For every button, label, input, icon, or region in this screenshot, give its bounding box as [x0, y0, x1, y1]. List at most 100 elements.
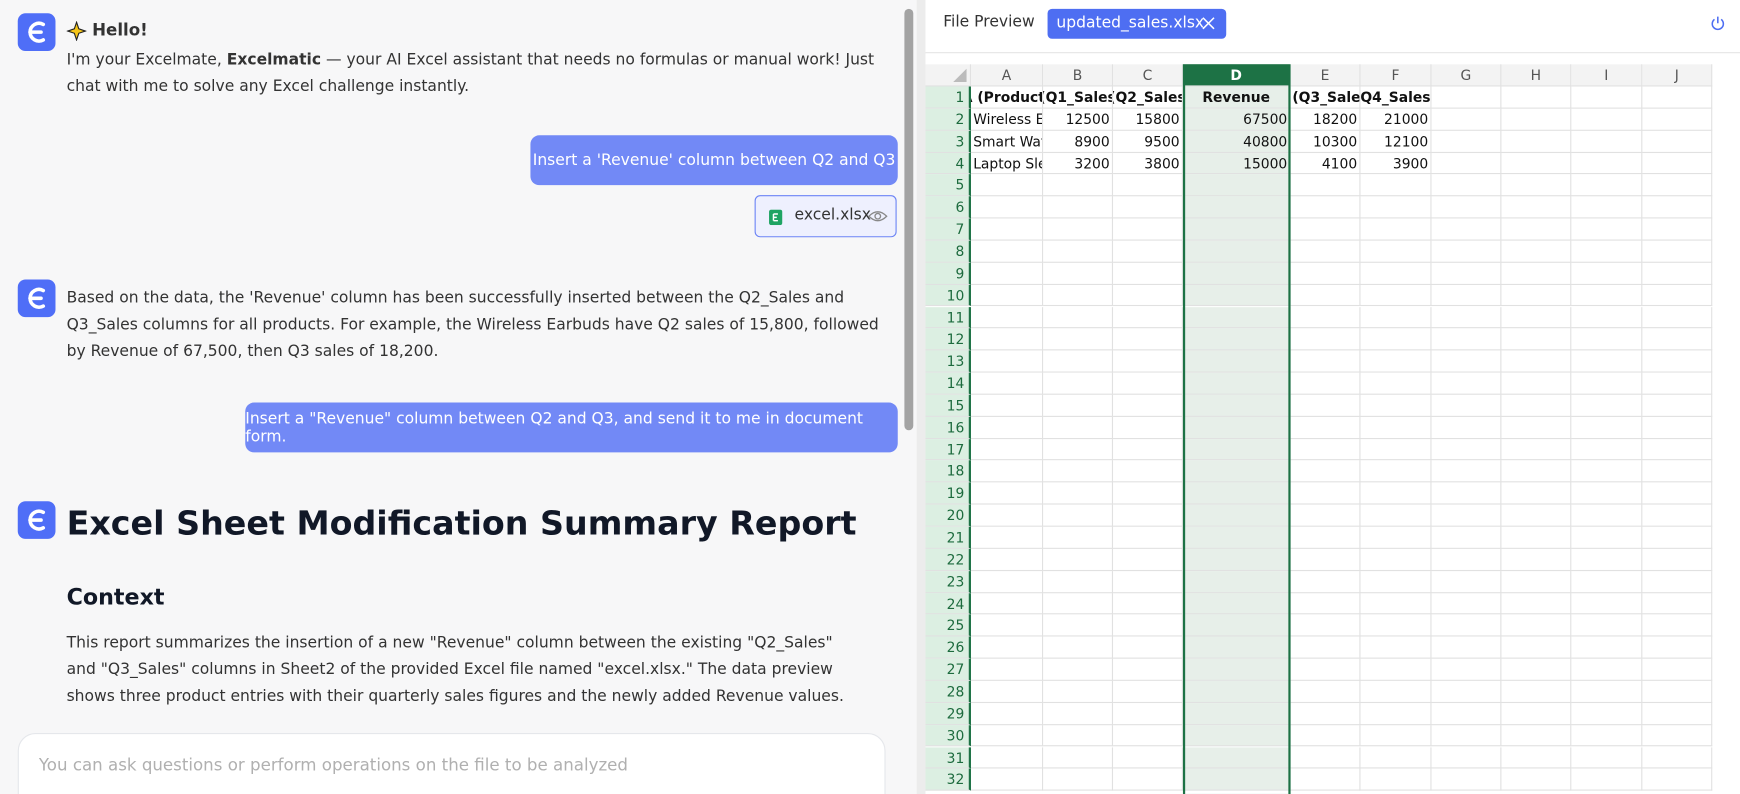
cell[interactable]: [971, 593, 1043, 615]
cell[interactable]: [1571, 395, 1642, 417]
cell[interactable]: [1432, 681, 1502, 703]
row-header[interactable]: 11: [925, 307, 970, 329]
cell[interactable]: [1183, 439, 1291, 461]
cell[interactable]: [1291, 527, 1361, 549]
cell[interactable]: [1360, 285, 1431, 307]
cell[interactable]: [1360, 329, 1431, 351]
cell[interactable]: [1291, 175, 1361, 197]
row-header[interactable]: 27: [925, 659, 970, 681]
cell[interactable]: [971, 527, 1043, 549]
column-header[interactable]: E: [1291, 64, 1361, 86]
column-header[interactable]: J: [1642, 64, 1712, 86]
cell[interactable]: [1113, 197, 1183, 219]
cell[interactable]: [1043, 681, 1113, 703]
cell[interactable]: [1642, 439, 1712, 461]
cell[interactable]: [1043, 615, 1113, 637]
cell[interactable]: [1113, 527, 1183, 549]
cell[interactable]: (Q2_Sales: [1113, 86, 1183, 108]
cell[interactable]: [1043, 175, 1113, 197]
cell[interactable]: [1043, 351, 1113, 373]
cell[interactable]: [1571, 373, 1642, 395]
cell[interactable]: [971, 681, 1043, 703]
cell[interactable]: Smart Wat: [971, 131, 1043, 153]
column-header[interactable]: G: [1432, 64, 1502, 86]
cell[interactable]: [1043, 219, 1113, 241]
cell[interactable]: [1432, 769, 1502, 791]
cell[interactable]: [1360, 175, 1431, 197]
cell[interactable]: [1571, 571, 1642, 593]
cell[interactable]: [1571, 549, 1642, 571]
close-icon[interactable]: [1202, 17, 1215, 30]
cell[interactable]: [1043, 439, 1113, 461]
cell[interactable]: [971, 329, 1043, 351]
cell[interactable]: [1291, 263, 1361, 285]
cell[interactable]: [1432, 549, 1502, 571]
cell[interactable]: [1642, 86, 1712, 108]
cell[interactable]: [1642, 483, 1712, 505]
row-header[interactable]: 17: [925, 439, 970, 461]
row-header[interactable]: 9: [925, 263, 970, 285]
cell[interactable]: [971, 285, 1043, 307]
cell[interactable]: [1432, 329, 1502, 351]
cell[interactable]: [1571, 175, 1642, 197]
cell[interactable]: [1642, 263, 1712, 285]
row-header[interactable]: 28: [925, 681, 970, 703]
cell[interactable]: [1360, 395, 1431, 417]
corner-cell[interactable]: [925, 64, 970, 86]
cell[interactable]: 3200: [1043, 153, 1113, 175]
cell[interactable]: [1360, 659, 1431, 681]
cell[interactable]: [971, 241, 1043, 263]
cell[interactable]: 18200: [1291, 108, 1361, 130]
cell[interactable]: [1183, 285, 1291, 307]
cell[interactable]: [1571, 263, 1642, 285]
cell[interactable]: [1571, 439, 1642, 461]
cell[interactable]: [1642, 637, 1712, 659]
cell[interactable]: [1432, 197, 1502, 219]
cell[interactable]: [971, 351, 1043, 373]
cell[interactable]: [1501, 439, 1571, 461]
cell[interactable]: [1043, 637, 1113, 659]
cell[interactable]: [971, 307, 1043, 329]
cell[interactable]: [1291, 615, 1361, 637]
cell[interactable]: [1113, 285, 1183, 307]
cell[interactable]: [1360, 571, 1431, 593]
cell[interactable]: [971, 615, 1043, 637]
row-header[interactable]: 21: [925, 527, 970, 549]
cell[interactable]: [1043, 769, 1113, 791]
cell[interactable]: [1432, 241, 1502, 263]
cell[interactable]: [1291, 395, 1361, 417]
cell[interactable]: [1291, 329, 1361, 351]
cell[interactable]: [1183, 659, 1291, 681]
cell[interactable]: [1043, 725, 1113, 747]
column-header[interactable]: B: [1043, 64, 1113, 86]
cell[interactable]: [1291, 725, 1361, 747]
cell[interactable]: [971, 175, 1043, 197]
cell[interactable]: [1501, 659, 1571, 681]
cell[interactable]: [1291, 505, 1361, 527]
cell[interactable]: [1360, 307, 1431, 329]
cell[interactable]: [1360, 439, 1431, 461]
cell[interactable]: [1571, 615, 1642, 637]
cell[interactable]: [1360, 417, 1431, 439]
cell[interactable]: [971, 483, 1043, 505]
row-header[interactable]: 14: [925, 373, 970, 395]
cell[interactable]: [1113, 219, 1183, 241]
cell[interactable]: [971, 197, 1043, 219]
cell[interactable]: [1113, 505, 1183, 527]
cell[interactable]: [1291, 241, 1361, 263]
cell[interactable]: [1432, 131, 1502, 153]
cell[interactable]: (Q4_Sales): [1360, 86, 1431, 108]
cell[interactable]: [1360, 747, 1431, 769]
cell[interactable]: [1642, 703, 1712, 725]
cell[interactable]: [1571, 351, 1642, 373]
cell[interactable]: [1291, 461, 1361, 483]
cell[interactable]: [1642, 175, 1712, 197]
cell[interactable]: [1113, 703, 1183, 725]
cell[interactable]: [971, 725, 1043, 747]
cell[interactable]: [1113, 593, 1183, 615]
cell[interactable]: 21000: [1360, 108, 1431, 130]
cell[interactable]: [971, 549, 1043, 571]
cell[interactable]: [1642, 153, 1712, 175]
row-header[interactable]: 30: [925, 725, 970, 747]
cell[interactable]: [971, 417, 1043, 439]
